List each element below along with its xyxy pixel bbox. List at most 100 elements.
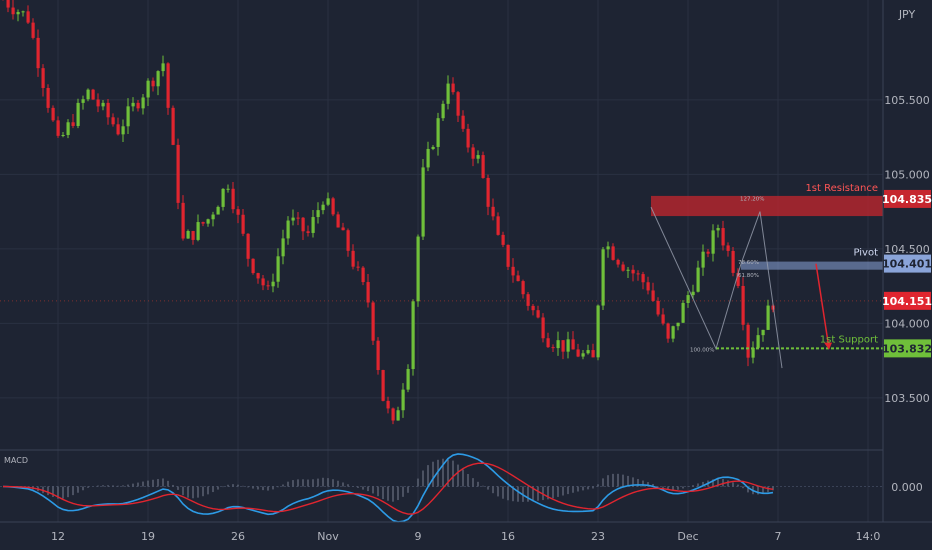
candle-body [761, 329, 765, 336]
price-tag-label: 104.401 [882, 258, 932, 271]
macd-label: MACD [4, 456, 28, 465]
candle-body [146, 80, 150, 98]
candle-body [361, 267, 365, 283]
candle-body [541, 317, 545, 339]
candle-body [201, 222, 205, 224]
price-tag [884, 254, 931, 273]
x-axis-ticks: 12 19 26 Nov 9 16 23 Dec 7 14:0 [51, 530, 880, 543]
candle-body [291, 217, 295, 221]
candle-body [261, 278, 265, 286]
candle-body [506, 244, 510, 267]
candle-body [31, 22, 35, 38]
candle-body [351, 250, 355, 267]
candle-body [321, 204, 325, 211]
x-tick-label: 23 [591, 530, 605, 543]
candle-body [26, 11, 30, 23]
candle-body [436, 118, 440, 147]
candle-body [206, 219, 210, 224]
candle-body [686, 295, 690, 303]
y-tick-label: 104.000 [884, 317, 930, 330]
candle-body [391, 408, 395, 421]
signal-line [2, 462, 774, 515]
candle-body [406, 369, 410, 390]
candle-body [441, 103, 445, 119]
candle-body [66, 122, 70, 136]
fib-label: 78.60% [738, 260, 759, 266]
candle-body [56, 120, 60, 136]
candle-body [286, 220, 290, 239]
candle-body [256, 273, 260, 279]
candle-body [586, 350, 590, 354]
price-tag-label: 104.835 [882, 193, 932, 206]
candle-body [481, 155, 485, 178]
candle-body [226, 188, 230, 190]
candle-body [306, 231, 310, 233]
candle-body [241, 214, 245, 234]
candle-body [401, 389, 405, 411]
candle-body [746, 324, 750, 358]
candle-body [311, 217, 315, 233]
candle-body [491, 206, 495, 217]
x-tick-label: 14:0 [856, 530, 881, 543]
x-tick-label: 9 [415, 530, 422, 543]
candle-body [446, 83, 450, 104]
candle-body [366, 282, 370, 303]
candle-body [711, 230, 715, 254]
candle-body [566, 339, 570, 352]
candle-body [316, 210, 320, 218]
candle-body [591, 350, 595, 358]
candle-body [376, 340, 380, 371]
price-tag-label: 104.151 [882, 295, 932, 308]
candle-body [301, 217, 305, 232]
candle-body [156, 71, 160, 87]
x-tick-label: 12 [51, 530, 65, 543]
candle-body [691, 291, 695, 296]
x-tick-label: 26 [231, 530, 245, 543]
pattern-lines [650, 206, 783, 369]
candle-body [356, 266, 360, 268]
candle-body [696, 267, 700, 292]
candle-body [46, 87, 50, 108]
candle-body [186, 231, 190, 239]
candle-body [281, 238, 285, 257]
candle-body [416, 236, 420, 302]
candle-body [546, 338, 550, 348]
candle-body [61, 135, 65, 137]
candle-body [706, 251, 710, 254]
candle-body [191, 231, 195, 240]
candle-body [111, 117, 115, 125]
candle-body [571, 339, 575, 350]
candle-body [41, 68, 45, 88]
candle-body [76, 102, 80, 126]
candle-body [181, 202, 185, 239]
candle-body [236, 209, 240, 215]
candle-body [721, 228, 725, 246]
candle-body [731, 250, 735, 273]
projection-arrow [815, 263, 830, 349]
candle-body [136, 102, 140, 109]
fib-label: 127.20% [740, 197, 764, 203]
y-tick-label: 105.000 [884, 168, 930, 181]
candles [2, 0, 775, 425]
candle-body [526, 294, 530, 306]
candle-body [296, 217, 300, 219]
candle-body [96, 99, 100, 107]
candle-body [606, 246, 610, 250]
candle-body [396, 410, 400, 421]
price-tag-label: 103.832 [882, 342, 932, 355]
candle-body [421, 167, 425, 237]
candle-body [726, 245, 730, 251]
candle-body [176, 144, 180, 203]
candle-body [246, 233, 250, 259]
candle-body [766, 305, 770, 330]
candle-body [426, 148, 430, 168]
candle-body [741, 285, 745, 325]
level-name: Pivot [853, 248, 878, 259]
candle-body [141, 97, 145, 109]
candle-body [556, 340, 560, 349]
candle-body [676, 322, 680, 327]
candle-body [411, 301, 415, 370]
candle-body [656, 300, 660, 315]
candle-body [276, 256, 280, 282]
